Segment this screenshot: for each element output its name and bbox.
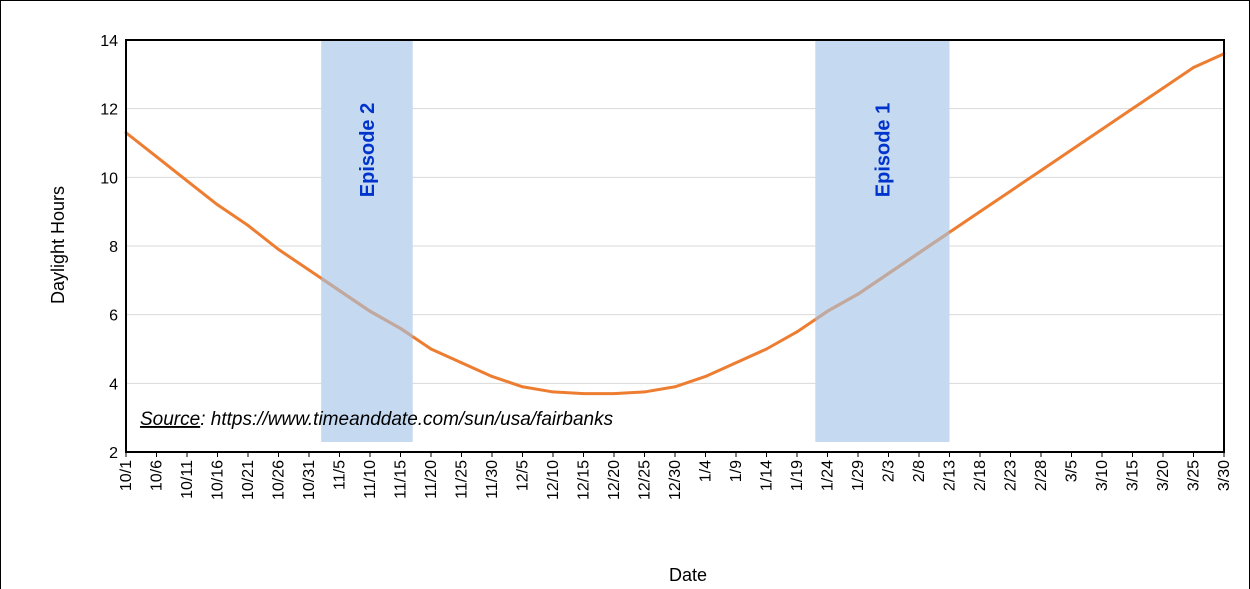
x-tick-label: 3/20	[1155, 460, 1172, 491]
episode-bands: Episode 2 Episode 1	[321, 40, 950, 442]
episode-band	[815, 40, 950, 442]
episode-label: Episode 2	[357, 103, 379, 197]
x-tick-label: 2/8	[911, 460, 928, 482]
axes: 2 4 6 8 10 12 14 10/1 10/6 10/11 10/16 10/21 10/26 10…	[100, 33, 1233, 500]
data-point	[490, 375, 494, 378]
grid-lines	[126, 108, 1224, 384]
data-point	[551, 390, 555, 394]
x-tick-label: 1/14	[759, 460, 776, 491]
episode-line-segment	[320, 277, 414, 338]
x-tick-label: 12/5	[515, 460, 532, 491]
episode-label: Episode 1	[872, 103, 894, 197]
x-tick-label: 10/26	[271, 460, 288, 500]
episode-line-segment	[814, 231, 951, 321]
x-tick-label: 11/10	[362, 460, 379, 499]
source-url: : https://www.timeanddate.com/sun/usa/fa…	[200, 409, 613, 430]
data-point	[978, 210, 982, 214]
x-tick-label: 1/19	[789, 460, 806, 491]
x-tick-label: 11/30	[484, 460, 501, 499]
y-tick-label: 12	[100, 102, 118, 119]
x-tick-label: 11/25	[454, 460, 471, 499]
y-tick-label: 10	[100, 170, 118, 187]
x-tick-label: 10/6	[149, 460, 166, 491]
x-tick-label: 10/16	[210, 460, 227, 500]
x-tick-label: 1/4	[698, 460, 715, 482]
y-tick-label: 8	[109, 239, 118, 256]
x-tick-label: 3/30	[1216, 460, 1233, 491]
data-point	[765, 347, 768, 351]
source-label: Source	[140, 409, 200, 430]
x-tick-label: 10/11	[179, 460, 196, 499]
data-point	[1192, 66, 1195, 69]
x-tick-label: 2/28	[1033, 460, 1050, 491]
x-tick-label: 10/1	[118, 460, 135, 491]
data-point	[643, 390, 646, 394]
data-point	[1070, 148, 1073, 152]
data-point	[1131, 107, 1134, 111]
data-point	[704, 375, 707, 378]
x-tick-label: 12/15	[576, 460, 593, 500]
y-tick-label: 4	[109, 376, 118, 393]
x-tick-label: 3/10	[1094, 460, 1111, 491]
data-point	[1100, 127, 1104, 131]
data-point	[277, 248, 280, 251]
x-tick-label: 1/24	[820, 460, 837, 491]
x-tick-label: 1/29	[850, 460, 867, 491]
x-tick-label: 12/20	[606, 460, 623, 500]
data-point	[216, 203, 219, 207]
x-tick-label: 3/25	[1186, 460, 1203, 491]
data-point	[1161, 86, 1165, 90]
x-tick-label: 12/25	[637, 460, 654, 500]
x-tick-label: 11/20	[423, 460, 440, 499]
y-tick-label: 6	[109, 308, 118, 325]
x-tick-label: 2/18	[972, 460, 989, 491]
data-point	[429, 347, 433, 351]
x-tick-label: 1/9	[728, 460, 745, 482]
data-point	[734, 361, 738, 365]
data-point	[246, 224, 250, 227]
y-tick-label: 2	[109, 445, 118, 462]
x-tick-label: 10/31	[301, 460, 318, 500]
data-point	[795, 330, 799, 334]
data-point	[1009, 189, 1012, 193]
x-tick-label: 2/23	[1003, 460, 1020, 491]
data-point	[612, 392, 616, 396]
data-point	[673, 385, 677, 389]
x-tick-label: 2/13	[942, 460, 959, 491]
data-point	[1039, 169, 1043, 172]
episode-band	[321, 40, 413, 442]
data-point	[307, 268, 311, 272]
x-tick-label: 11/5	[332, 460, 349, 490]
x-tick-label: 12/30	[667, 460, 684, 500]
data-point	[185, 179, 189, 183]
y-tick-label: 14	[100, 33, 118, 50]
x-tick-label: 10/21	[240, 460, 257, 500]
data-point	[582, 392, 585, 396]
x-tick-label: 3/5	[1064, 460, 1081, 482]
data-point	[521, 385, 524, 389]
x-tick-label: 11/15	[393, 460, 410, 499]
x-tick-label: 12/10	[545, 460, 562, 500]
x-tick-label: 2/3	[881, 460, 898, 482]
y-axis-title: Daylight Hours	[48, 186, 68, 304]
series-lines	[124, 52, 1226, 396]
data-point	[155, 155, 158, 159]
data-point	[460, 361, 463, 365]
x-tick-label: 3/15	[1125, 460, 1142, 491]
x-axis-title: Date	[669, 565, 707, 585]
source-annotation: Source: https://www.timeanddate.com/sun/…	[140, 409, 614, 430]
